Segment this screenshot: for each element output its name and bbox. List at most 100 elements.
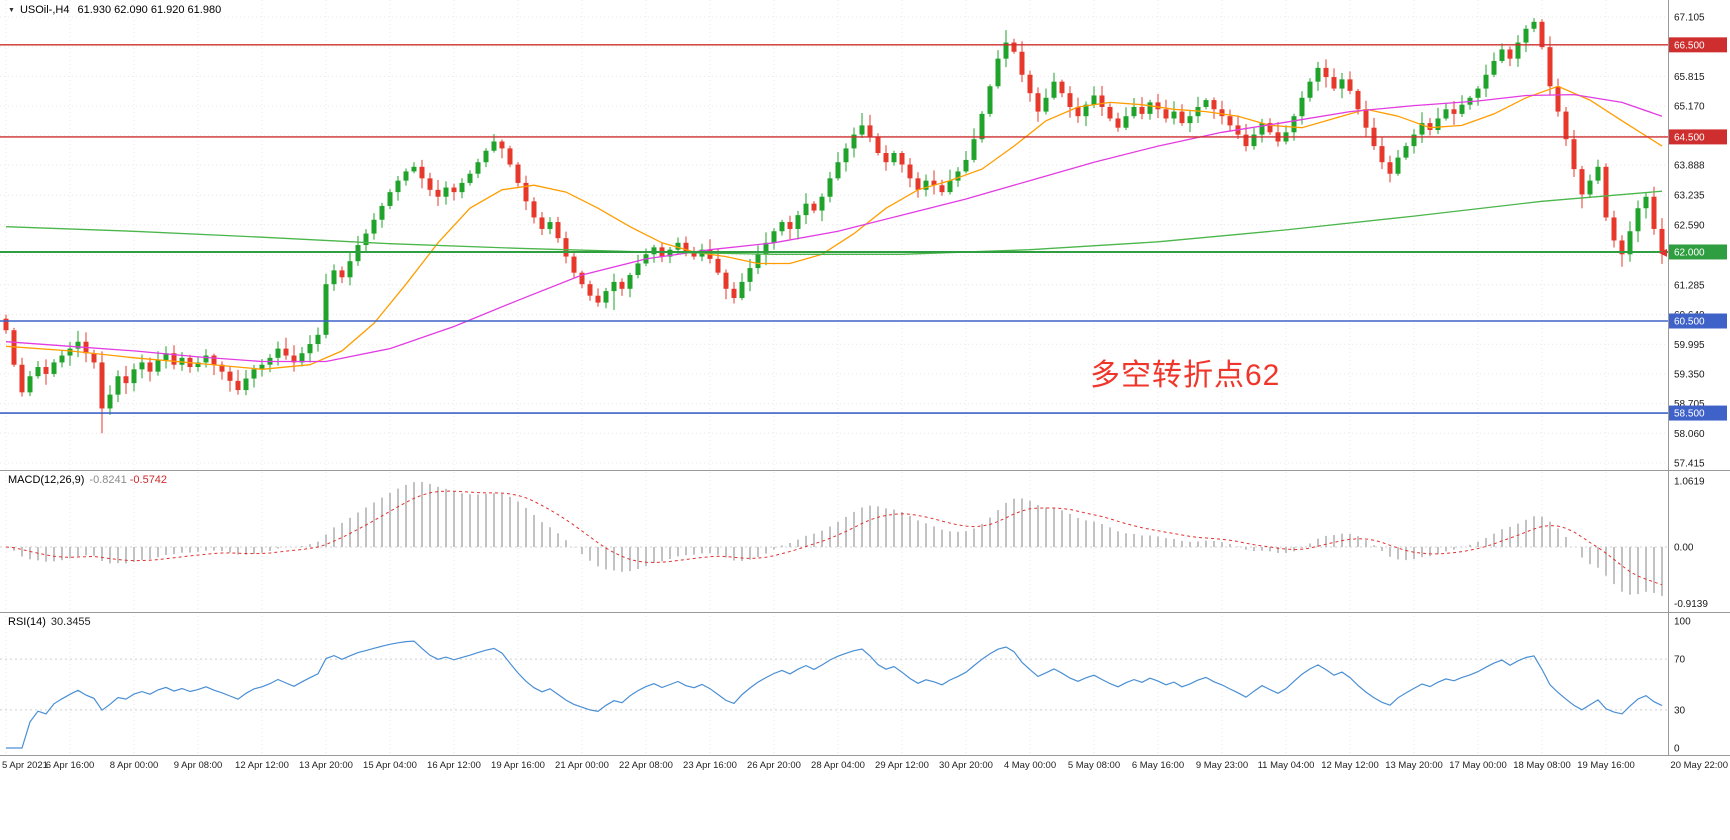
candle-body xyxy=(99,362,105,409)
time-axis-label: 6 May 16:00 xyxy=(1132,760,1184,771)
candle-body xyxy=(1563,111,1569,140)
price-axis-label: 59.995 xyxy=(1674,340,1705,351)
price-axis-label: 58.060 xyxy=(1674,429,1705,440)
candle-body xyxy=(611,281,617,292)
candle-body xyxy=(1147,102,1153,114)
candle-body xyxy=(1243,134,1249,147)
time-axis-label: 30 Apr 20:00 xyxy=(939,760,993,771)
candle-body xyxy=(1579,169,1585,195)
price-level-badge xyxy=(1669,37,1727,53)
time-axis-label: 29 Apr 12:00 xyxy=(875,760,929,771)
candle-body xyxy=(427,178,433,190)
candle-body xyxy=(451,187,457,193)
candle-body xyxy=(1419,123,1425,135)
chevron-down-icon[interactable]: ▼ xyxy=(8,6,15,14)
candle-body xyxy=(1099,95,1105,107)
candle-body xyxy=(971,139,977,160)
candle-body xyxy=(923,180,929,190)
candle-body xyxy=(395,180,401,193)
candle-body xyxy=(1539,21,1545,48)
macd-axis-label: 0.00 xyxy=(1674,543,1694,554)
price-axis-label: 61.285 xyxy=(1674,280,1705,291)
price-axis-label: 63.888 xyxy=(1674,161,1705,172)
candle-body xyxy=(419,166,425,179)
candle-body xyxy=(811,203,817,211)
time-axis-label: 26 Apr 20:00 xyxy=(747,760,801,771)
time-axis-label: 15 Apr 04:00 xyxy=(363,760,417,771)
candle-body xyxy=(979,113,985,140)
time-axis-label: 22 Apr 08:00 xyxy=(619,760,673,771)
candle-body xyxy=(595,295,601,303)
candle-body xyxy=(315,334,321,345)
candle-body xyxy=(1571,139,1577,170)
candle-body xyxy=(739,281,745,298)
candle-body xyxy=(995,58,1001,87)
candle-body xyxy=(1387,162,1393,174)
candle-body xyxy=(1435,118,1441,130)
candle-body xyxy=(107,394,113,409)
candle-body xyxy=(499,141,505,149)
candle-body xyxy=(1619,240,1625,255)
candle-body xyxy=(219,364,225,372)
rsi-axis-label: 30 xyxy=(1674,705,1686,716)
candle-body xyxy=(259,364,265,370)
candle-body xyxy=(1443,109,1449,119)
candle-body xyxy=(715,258,721,273)
candle-body xyxy=(1307,81,1313,98)
candle-body xyxy=(651,247,657,255)
candle-body xyxy=(91,353,97,363)
rsi-value: 30.3455 xyxy=(50,616,91,628)
candle-body xyxy=(379,205,385,220)
price-axis-label: 67.105 xyxy=(1674,13,1705,24)
ohlc-readout: 61.930 62.090 61.920 61.980 xyxy=(77,4,222,16)
time-axis-label: 8 Apr 00:00 xyxy=(110,760,159,771)
candle-body xyxy=(1187,116,1193,124)
candle-body xyxy=(1107,106,1113,119)
candle-body xyxy=(835,162,841,179)
candle-body xyxy=(1059,81,1065,94)
candle-body xyxy=(139,362,145,370)
time-axis-label: 19 Apr 16:00 xyxy=(491,760,545,771)
candle-body xyxy=(403,171,409,181)
candle-body xyxy=(987,86,993,114)
rsi-line xyxy=(6,640,1663,749)
candle-body xyxy=(859,125,865,135)
candle-body xyxy=(755,254,761,269)
candle-body xyxy=(1643,196,1649,209)
candle-body xyxy=(1291,116,1297,133)
candle-body xyxy=(1331,77,1337,89)
time-axis-label: 4 May 00:00 xyxy=(1004,760,1056,771)
candle-body xyxy=(1115,118,1121,128)
price-axis-label: 58.705 xyxy=(1674,399,1705,410)
candle-body xyxy=(1491,60,1497,75)
candle-body xyxy=(1011,42,1017,52)
price-level-badge xyxy=(1669,313,1727,329)
candle-body xyxy=(1555,86,1561,112)
candle-body xyxy=(1091,95,1097,105)
candle-body xyxy=(691,251,697,257)
candle-body xyxy=(571,256,577,273)
candle-body xyxy=(1203,100,1209,107)
candle-body xyxy=(467,173,473,183)
candle-body xyxy=(867,125,873,137)
candle-body xyxy=(243,378,249,391)
time-axis-label: 21 Apr 00:00 xyxy=(555,760,609,771)
time-axis-label: 11 May 04:00 xyxy=(1258,760,1315,771)
candle-body xyxy=(1627,231,1633,255)
macd-axis-label: 1.0619 xyxy=(1674,477,1705,488)
candle-body xyxy=(203,355,209,363)
candle-body xyxy=(1339,79,1345,89)
candle-body xyxy=(459,182,465,193)
candle-body xyxy=(851,134,857,149)
candle-body xyxy=(147,362,153,372)
candle-body xyxy=(1067,93,1073,107)
candle-body xyxy=(1003,42,1009,59)
time-axis-label: 5 Apr 2021 xyxy=(2,760,48,771)
candle-body xyxy=(1395,157,1401,174)
candle-body xyxy=(331,270,337,285)
candle-body xyxy=(515,164,521,183)
candle-body xyxy=(875,136,881,154)
annotation-text[interactable]: 多空转折点62 xyxy=(1090,359,1281,392)
